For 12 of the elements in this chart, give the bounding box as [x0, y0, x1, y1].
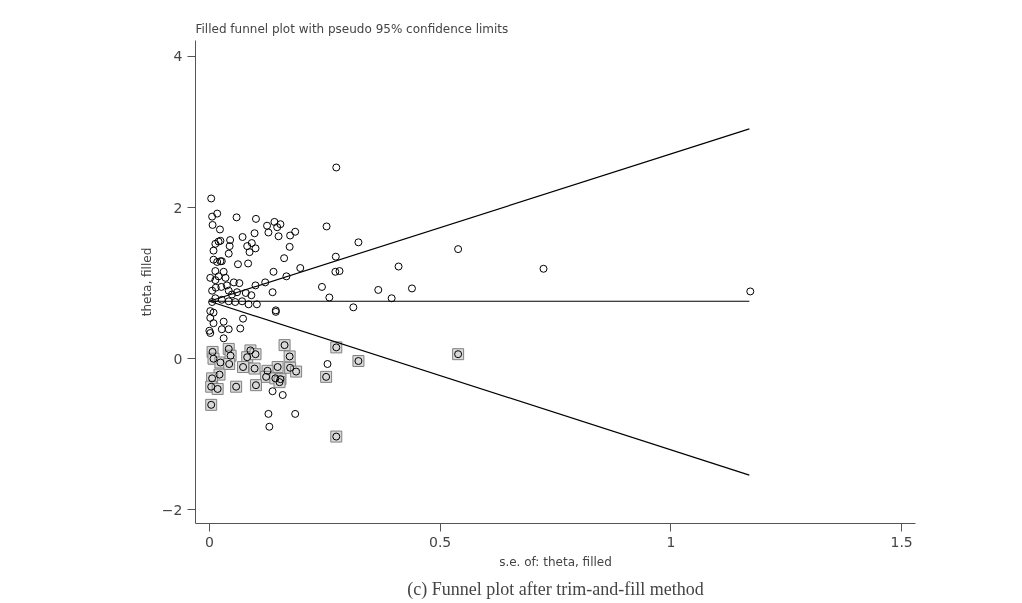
y-tick-label: −2 — [161, 501, 183, 518]
x-axis-title: s.e. of: theta, filled — [499, 554, 612, 569]
y-tick-label: 0 — [173, 350, 183, 367]
x-tick-label: 1.5 — [890, 533, 913, 550]
x-tick-label: 0 — [204, 533, 214, 550]
x-tick-label: 1 — [666, 533, 676, 550]
text: (c) Funnel plot after trim-and-fill method — [407, 578, 704, 600]
y-axis-title: theta, filled — [139, 247, 154, 317]
x-tick-label: 0.5 — [428, 533, 452, 550]
y-tick-label: 4 — [173, 48, 183, 65]
chart-title: Filled funnel plot with pseudo 95% confidence limits — [195, 21, 509, 36]
y-tick-label: 2 — [173, 199, 183, 216]
